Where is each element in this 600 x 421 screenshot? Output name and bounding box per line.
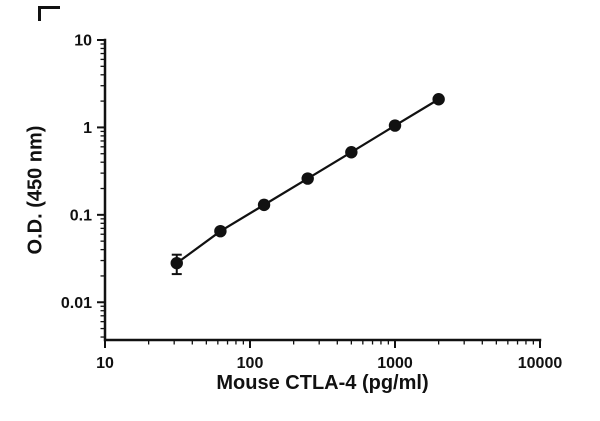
y-tick-label: 0.1 [70, 207, 92, 224]
data-point [388, 119, 402, 132]
axes-frame [103, 38, 542, 342]
y-axis-title: O.D. (450 nm) [24, 125, 47, 255]
x-tick-label: 10000 [518, 355, 563, 372]
x-tick-label: 1000 [377, 355, 413, 372]
crop-corner-mark [38, 6, 60, 21]
data-point [345, 146, 358, 159]
crop-corner-mark-horizontal [38, 6, 60, 9]
y-tick-label: 1 [83, 120, 92, 137]
data-point [214, 224, 227, 238]
data-point [301, 172, 314, 185]
x-tick-label: 100 [237, 355, 264, 372]
x-axis-title: Mouse CTLA-4 (pg/ml) [216, 372, 429, 394]
x-tick-label: 10 [96, 355, 114, 372]
data-point [170, 256, 183, 270]
crop-corner-mark-vertical [38, 6, 41, 21]
data-point [257, 198, 271, 212]
y-tick-label: 0.01 [61, 295, 92, 312]
data-point [432, 93, 445, 106]
y-tick-label: 10 [74, 33, 92, 50]
